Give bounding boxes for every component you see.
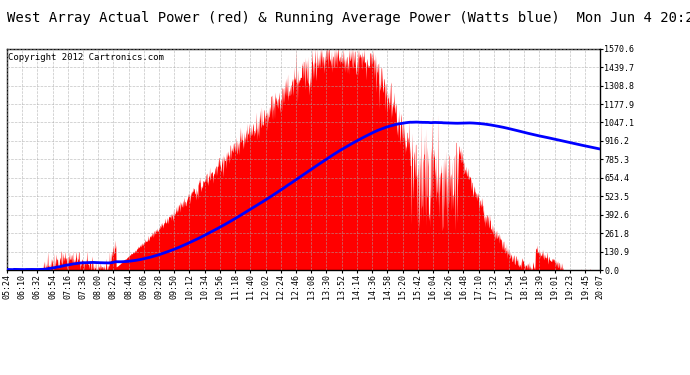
Text: West Array Actual Power (red) & Running Average Power (Watts blue)  Mon Jun 4 20: West Array Actual Power (red) & Running … <box>7 11 690 25</box>
Text: Copyright 2012 Cartronics.com: Copyright 2012 Cartronics.com <box>8 53 164 62</box>
